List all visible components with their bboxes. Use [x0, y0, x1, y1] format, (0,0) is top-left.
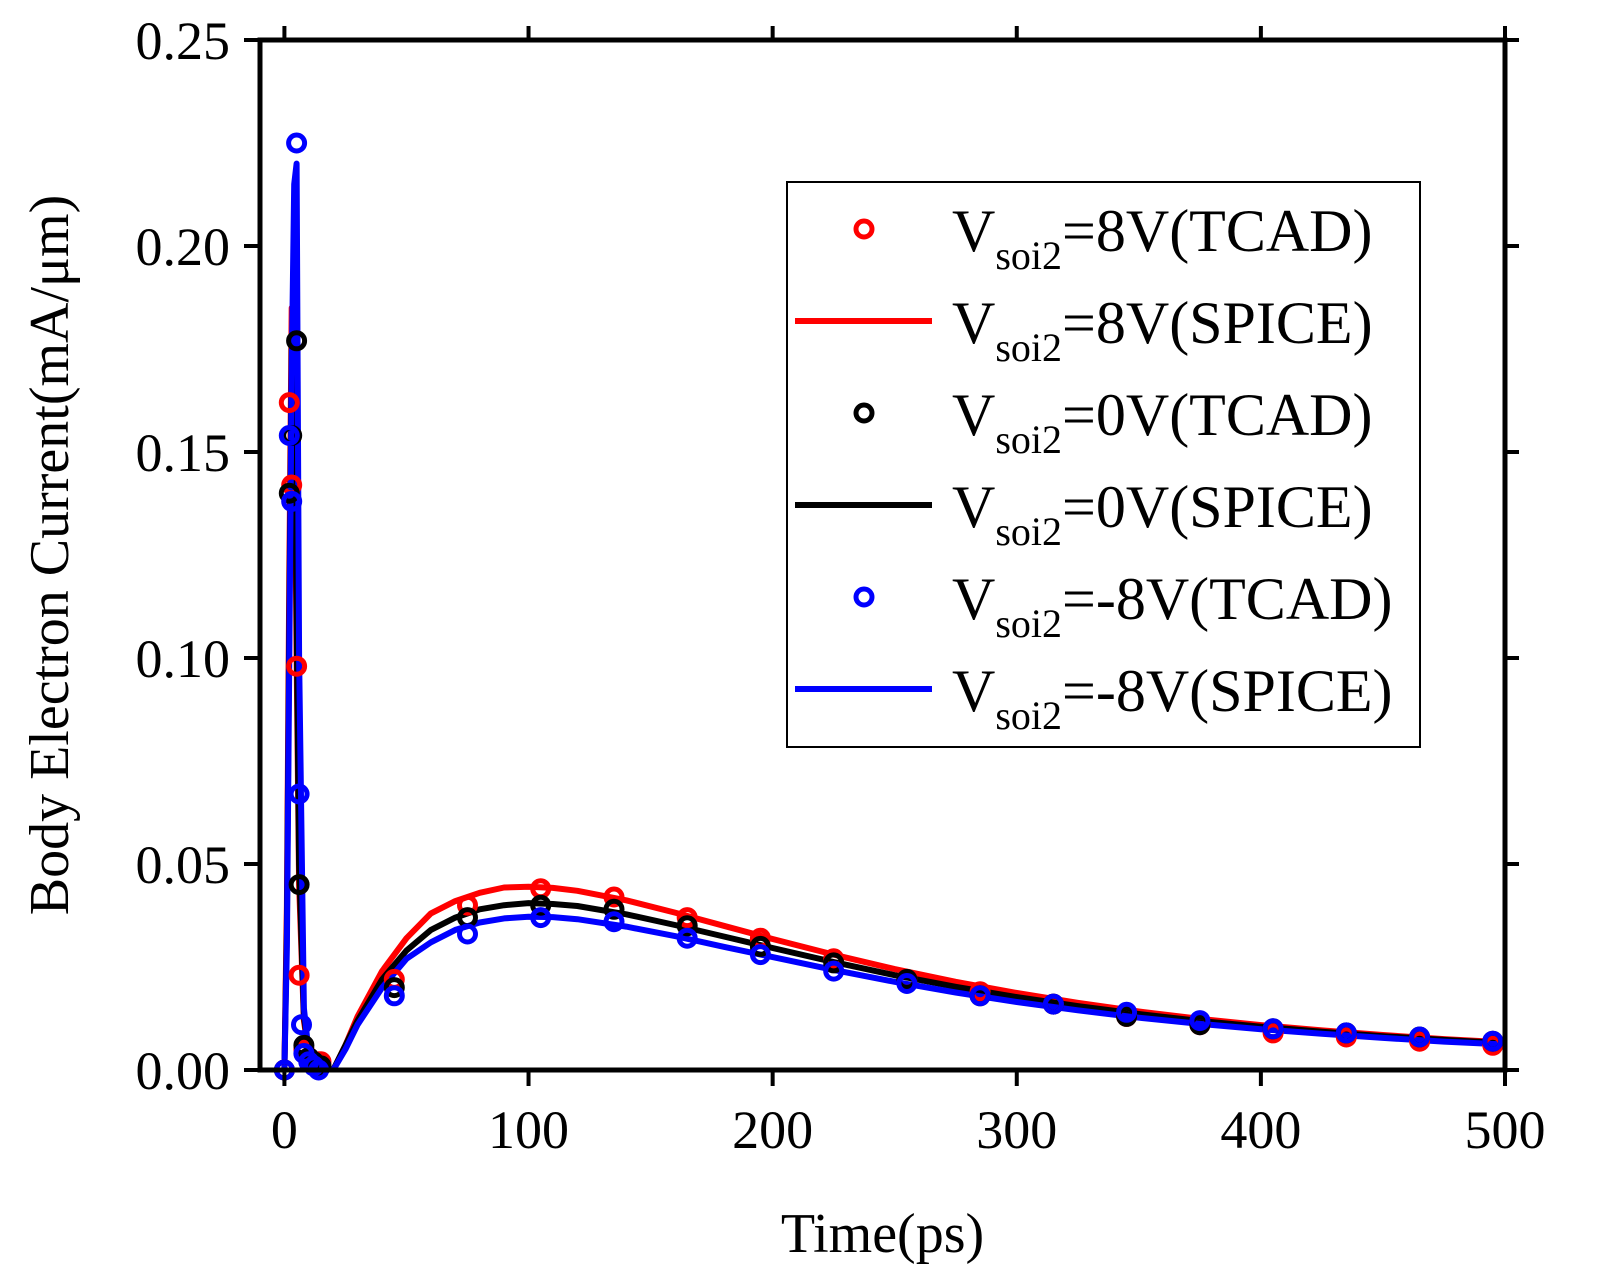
data-point — [676, 915, 698, 937]
legend-label: Vsoi2=8V(TCAD) — [952, 198, 1373, 278]
data-point — [383, 977, 405, 999]
data-point — [457, 894, 478, 916]
data-point — [457, 923, 478, 945]
data-point — [288, 783, 310, 805]
y-tick-label: 0.20 — [136, 217, 231, 277]
legend-label: Vsoi2=8V(SPICE) — [952, 290, 1373, 370]
x-tick-label: 400 — [1220, 1100, 1301, 1160]
tick-layer: 0 100 200 300 400 500 0.00 0.05 0.10 0.15 0.20 0.25 — [136, 11, 1546, 1160]
legend-label: Vsoi2=0V(TCAD) — [952, 382, 1373, 462]
data-point — [383, 985, 405, 1007]
x-tick-label: 500 — [1465, 1100, 1546, 1160]
data-point — [286, 330, 308, 352]
data-point — [676, 927, 698, 949]
data-point — [1335, 1022, 1357, 1044]
y-tick-label: 0.05 — [136, 835, 231, 895]
data-point — [676, 907, 698, 929]
data-point — [1042, 993, 1064, 1015]
data-point — [1189, 1010, 1211, 1032]
x-tick-label: 0 — [271, 1100, 298, 1160]
legend: Vsoi2=8V(TCAD) Vsoi2=8V(SPICE) Vsoi2=0V(TC… — [786, 181, 1421, 748]
x-tick-label: 300 — [976, 1100, 1057, 1160]
data-point — [288, 964, 310, 986]
legend-label: Vsoi2=0V(SPICE) — [952, 474, 1373, 554]
data-point — [603, 898, 625, 920]
y-tick-label: 0.15 — [136, 423, 231, 483]
data-point — [530, 894, 552, 916]
y-tick-label: 0.00 — [136, 1041, 231, 1101]
data-point — [530, 907, 552, 929]
x-tick-label: 200 — [732, 1100, 813, 1160]
data-point — [278, 392, 300, 414]
y-tick-label: 0.25 — [136, 11, 231, 71]
legend-marker — [853, 402, 875, 424]
legend-label: Vsoi2=-8V(SPICE) — [952, 658, 1393, 738]
legend-box — [786, 181, 1421, 748]
legend-label: Vsoi2=-8V(TCAD) — [952, 566, 1392, 646]
data-point — [823, 952, 845, 974]
data-point — [969, 985, 991, 1007]
data-point — [1116, 1001, 1138, 1023]
data-point — [291, 1014, 312, 1036]
data-point — [1409, 1026, 1431, 1048]
y-tick-label: 0.10 — [136, 629, 231, 689]
data-point — [749, 935, 771, 957]
data-point — [286, 132, 308, 154]
plot-frame — [257, 37, 1508, 1073]
data-point — [281, 490, 303, 512]
y-axis-label: Body Electron Current(mA/μm) — [19, 195, 81, 916]
data-point — [823, 960, 845, 982]
x-axis-label: Time(ps) — [781, 1203, 984, 1265]
x-tick-label: 100 — [488, 1100, 569, 1160]
data-point — [749, 944, 771, 966]
legend-marker — [853, 218, 875, 240]
data-point — [457, 907, 478, 929]
data-point — [603, 911, 625, 933]
legend-marker — [853, 586, 875, 608]
data-point — [1262, 1018, 1284, 1040]
data-point — [286, 655, 308, 677]
data-point — [603, 886, 625, 908]
data-point — [1482, 1030, 1504, 1052]
data-point — [278, 425, 300, 446]
data-point — [288, 874, 310, 896]
data-point — [896, 973, 918, 994]
